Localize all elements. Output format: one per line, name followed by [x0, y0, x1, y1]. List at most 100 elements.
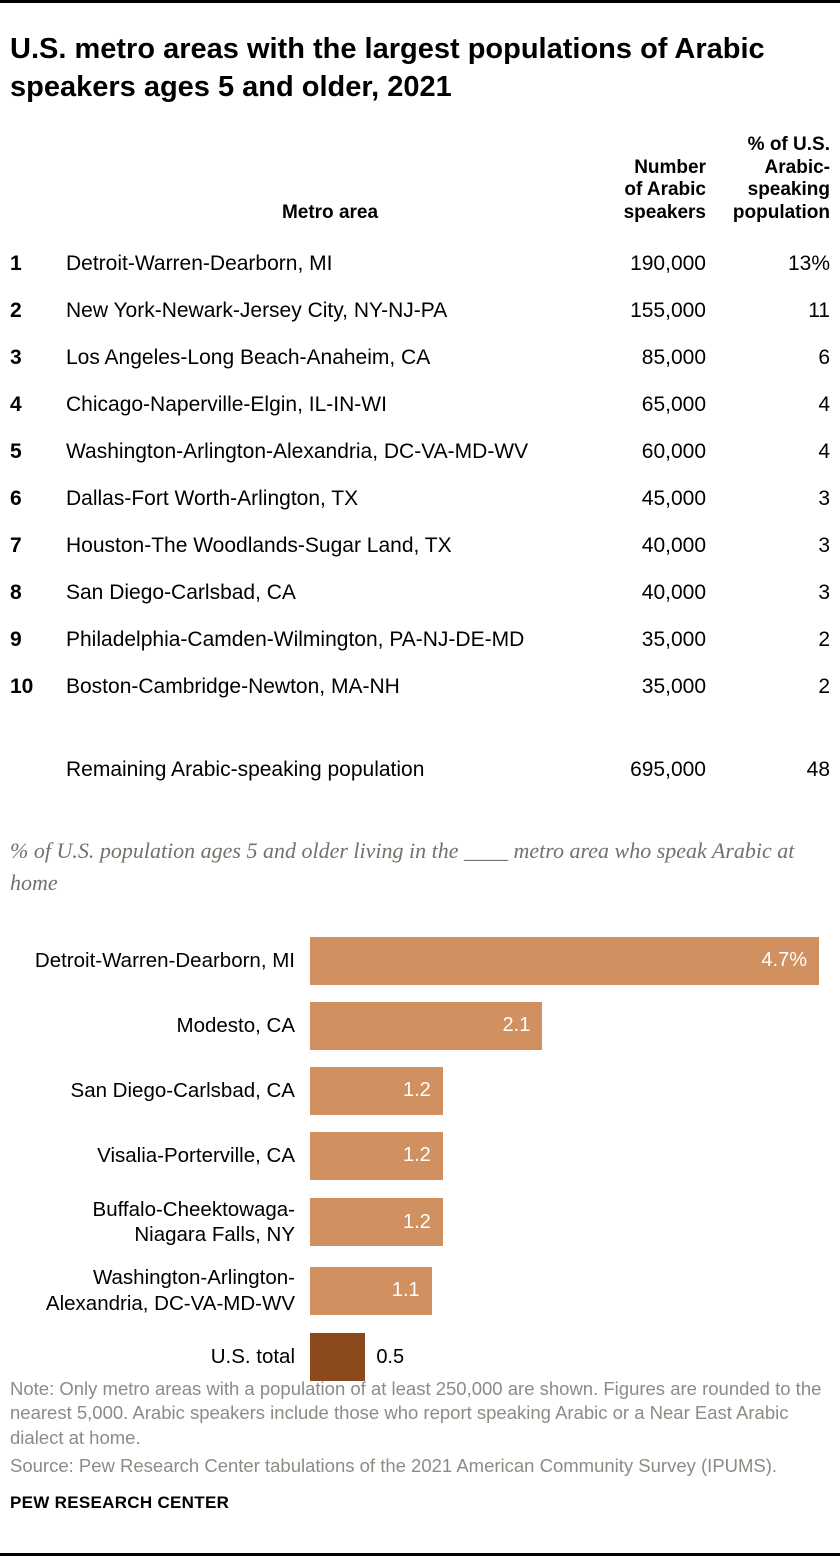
bar-chart: Detroit-Warren-Dearborn, MI 4.7% Modesto… — [10, 936, 830, 1382]
bar: 2.1 — [310, 1001, 543, 1050]
number-cell: 40,000 — [641, 533, 706, 557]
rank-cell: 2 — [10, 298, 22, 322]
bar-track: 1.2 — [310, 1066, 830, 1115]
rank-cell: 1 — [10, 251, 22, 275]
number-cell: 190,000 — [630, 251, 706, 275]
pct-cell: 4 — [818, 392, 830, 416]
metro-cell: San Diego-Carlsbad, CA — [66, 580, 296, 604]
bar-row: Modesto, CA 2.1 — [10, 1001, 830, 1050]
metro-cell: Detroit-Warren-Dearborn, MI — [66, 251, 333, 275]
table-row: 6 Dallas-Fort Worth-Arlington, TX 45,000… — [10, 475, 830, 522]
bar-value-label: 1.2 — [402, 1144, 431, 1167]
bar-row: Visalia-Porterville, CA 1.2 — [10, 1131, 830, 1180]
page-title: U.S. metro areas with the largest popula… — [10, 33, 765, 103]
pct-cell: 48 — [806, 757, 830, 781]
rank-cell: 5 — [10, 439, 22, 463]
metro-cell: Washington-Arlington-Alexandria, DC-VA-M… — [66, 439, 529, 463]
bar-track: 1.2 — [310, 1131, 830, 1180]
bar: 1.2 — [310, 1198, 443, 1247]
number-cell: 65,000 — [641, 392, 706, 416]
bar: 1.2 — [310, 1131, 443, 1180]
bar-track: 1.1 — [310, 1266, 830, 1315]
bar-row: U.S. total 0.5 — [10, 1333, 830, 1382]
footer: Note: Only metro areas with a population… — [10, 1377, 830, 1513]
bar-row: Detroit-Warren-Dearborn, MI 4.7% — [10, 936, 830, 985]
table-header-number: Number of Arabic speakers — [623, 156, 706, 223]
pct-cell: 3 — [818, 486, 830, 510]
pct-cell: 3 — [818, 580, 830, 604]
bar-track: 2.1 — [310, 1001, 830, 1050]
bar: 1.2 — [310, 1066, 443, 1115]
pct-cell: 4 — [818, 439, 830, 463]
number-cell: 45,000 — [641, 486, 706, 510]
metro-cell: Remaining Arabic-speaking population — [66, 757, 425, 781]
rank-cell: 8 — [10, 580, 22, 604]
pct-cell: 6 — [818, 345, 830, 369]
table-row: 10 Boston-Cambridge-Newton, MA-NH 35,000… — [10, 663, 830, 710]
bar-label: Modesto, CA — [176, 1013, 296, 1037]
rank-cell: 7 — [10, 533, 22, 557]
rank-cell: 9 — [10, 627, 22, 651]
metro-cell: Chicago-Naperville-Elgin, IL-IN-WI — [66, 392, 387, 416]
rank-cell: 10 — [10, 674, 34, 698]
table-row: 9 Philadelphia-Camden-Wilmington, PA-NJ-… — [10, 616, 830, 663]
table-row: 2 New York-Newark-Jersey City, NY-NJ-PA … — [10, 287, 830, 334]
number-cell: 60,000 — [641, 439, 706, 463]
pct-cell: 11 — [808, 298, 830, 322]
bar-label: San Diego-Carlsbad, CA — [70, 1078, 295, 1102]
table-header-row: Metro area Number of Arabic speakers % o… — [10, 134, 830, 240]
table-row: 4 Chicago-Naperville-Elgin, IL-IN-WI 65,… — [10, 381, 830, 428]
metro-cell: Philadelphia-Camden-Wilmington, PA-NJ-DE… — [66, 627, 525, 651]
bar-track: 4.7% — [310, 936, 830, 985]
bar: 1.1 — [310, 1266, 432, 1315]
number-cell: 695,000 — [630, 757, 706, 781]
metro-cell: Los Angeles-Long Beach-Anaheim, CA — [66, 345, 431, 369]
bar-value-label: 1.2 — [402, 1210, 431, 1233]
metro-cell: Boston-Cambridge-Newton, MA-NH — [66, 674, 400, 698]
number-cell: 85,000 — [641, 345, 706, 369]
number-cell: 155,000 — [630, 298, 706, 322]
bar-value-label: 1.1 — [391, 1279, 420, 1302]
table-row: 1 Detroit-Warren-Dearborn, MI 190,000 13… — [10, 240, 830, 287]
bar-label: Buffalo-Cheektowaga- Niagara Falls, NY — [92, 1197, 295, 1247]
bar-value-label-outside: 0.5 — [376, 1345, 405, 1368]
table-row: 3 Los Angeles-Long Beach-Anaheim, CA 85,… — [10, 334, 830, 381]
bar-label: U.S. total — [210, 1345, 295, 1369]
metro-cell: New York-Newark-Jersey City, NY-NJ-PA — [66, 298, 448, 322]
table-summary-row: Remaining Arabic-speaking population 695… — [10, 746, 830, 793]
bar-value-label: 4.7% — [761, 949, 807, 972]
bar-row: Buffalo-Cheektowaga- Niagara Falls, NY 1… — [10, 1197, 830, 1248]
table-header-pct: % of U.S. Arabic- speaking population — [732, 134, 830, 223]
bar-label: Detroit-Warren-Dearborn, MI — [34, 948, 295, 972]
rank-cell: 6 — [10, 486, 22, 510]
number-cell: 40,000 — [641, 580, 706, 604]
metro-cell: Houston-The Woodlands-Sugar Land, TX — [66, 533, 452, 557]
rank-cell: 3 — [10, 345, 22, 369]
metro-table: 1 Detroit-Warren-Dearborn, MI 190,000 13… — [10, 240, 830, 793]
bar-row: San Diego-Carlsbad, CA 1.2 — [10, 1066, 830, 1115]
source-line: Source: Pew Research Center tabulations … — [10, 1455, 778, 1477]
bar-label: Washington-Arlington- Alexandria, DC-VA-… — [45, 1266, 295, 1315]
rank-cell: 4 — [10, 392, 22, 416]
number-cell: 35,000 — [641, 627, 706, 651]
bar-label: Visalia-Porterville, CA — [97, 1143, 295, 1167]
table-row: 5 Washington-Arlington-Alexandria, DC-VA… — [10, 428, 830, 475]
bar-track: 1.2 — [310, 1198, 830, 1247]
bar-row: Washington-Arlington- Alexandria, DC-VA-… — [10, 1265, 830, 1316]
metro-cell: Dallas-Fort Worth-Arlington, TX — [66, 486, 359, 510]
pct-cell: 2 — [818, 627, 830, 651]
bar: 4.7% — [310, 936, 819, 985]
bar-track: 0.5 — [310, 1333, 830, 1382]
table-header-metro: Metro area — [281, 201, 379, 223]
pct-cell: 2 — [818, 674, 830, 698]
bar-value-label: 1.2 — [402, 1079, 431, 1102]
chart-subtitle: % of U.S. population ages 5 and older li… — [10, 838, 795, 895]
bar-value-label: 2.1 — [502, 1014, 531, 1037]
number-cell: 35,000 — [641, 674, 706, 698]
pct-cell: 3 — [818, 533, 830, 557]
bar — [310, 1333, 366, 1382]
pew-research-center-brand: PEW RESEARCH CENTER — [10, 1493, 230, 1512]
pct-cell: 13% — [787, 251, 830, 275]
table-row: 7 Houston-The Woodlands-Sugar Land, TX 4… — [10, 522, 830, 569]
